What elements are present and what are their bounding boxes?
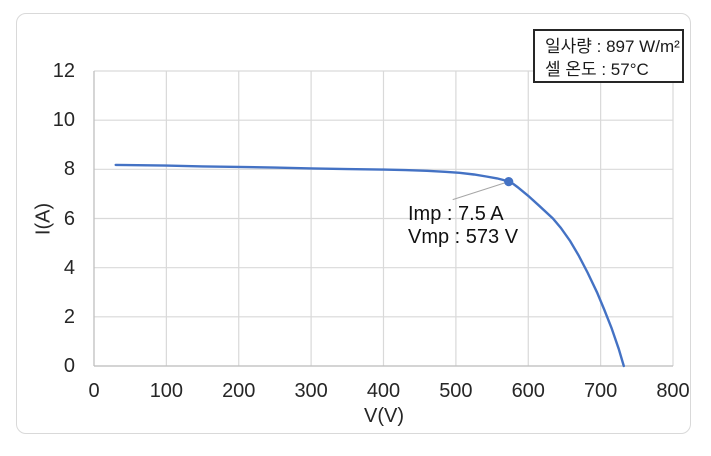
y-tick-label: 12 [52,60,75,82]
chart-frame: 0 2 4 6 8 10 12 0 100 200 300 400 500 600 700 800 I(A)… [16,13,691,434]
x-axis-title: V(V) [364,405,404,427]
y-tick-label: 10 [52,109,75,132]
y-tick-label: 0 [63,355,75,377]
x-tick-label: 300 [294,380,328,402]
y-tick-label: 2 [63,305,75,328]
x-tick-label: 700 [583,380,618,402]
iv-curve-plot [93,70,674,368]
mpp-annotation: Imp : 7.5 A Vmp : 573 V [408,203,518,249]
x-tick-label: 600 [511,380,545,402]
x-tick-label: 0 [88,380,100,402]
gridlines [93,70,674,367]
x-tick-label: 100 [149,380,184,402]
y-tick-label: 4 [63,256,75,279]
axis-lines [93,71,673,367]
x-tick-label: 800 [656,380,690,402]
iv-curve [114,163,625,368]
info-box: 일사량 : 897 W/m² 셀 온도 : 57°C [533,29,684,83]
mpp-marker [504,177,514,187]
annotation-leader-line [452,181,509,201]
x-tick-label: 500 [439,380,473,402]
annotation-line-vmp: Vmp : 573 V [408,226,519,248]
y-tick-label: 8 [63,158,75,181]
info-line-irradiance: 일사량 : 897 W/m² [545,37,680,56]
info-line-cell-temp: 셀 온도 : 57°C [545,60,649,79]
y-tick-label: 6 [63,207,75,230]
x-tick-label: 200 [222,380,256,402]
x-tick-label: 400 [366,380,401,402]
annotation-line-imp: Imp : 7.5 A [408,203,504,225]
y-axis-title: I(A) [32,202,55,236]
